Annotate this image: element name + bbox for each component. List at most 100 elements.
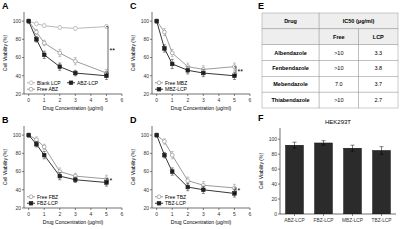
table-text: Mebendazole: [273, 81, 308, 87]
data-point: [163, 153, 167, 157]
panel-label: D: [130, 115, 137, 125]
error-bar: [27, 19, 30, 23]
data-point: [202, 71, 206, 75]
data-point: [170, 153, 174, 157]
y-axis-label: Cell Viability (%): [258, 153, 264, 190]
data-point: [42, 145, 46, 149]
data-point: [42, 53, 46, 57]
x-tick-label: 1: [171, 211, 174, 217]
x-tick-label: 3: [74, 211, 77, 217]
annotation: *: [238, 187, 241, 194]
error-bar: [27, 133, 30, 137]
table-text: 3.7: [374, 81, 382, 87]
error-bar: [171, 59, 174, 68]
x-axis: [24, 94, 122, 95]
x-axis: [152, 94, 250, 95]
error-bar: [322, 141, 326, 145]
error-bar: [58, 49, 61, 56]
y-tick-label: 60: [143, 168, 149, 174]
error-bar: [186, 67, 189, 74]
legend-label: Blank LCP: [37, 80, 61, 86]
error-bar: [27, 19, 30, 23]
error-bar: [163, 139, 166, 144]
legend-marker: [69, 81, 73, 85]
x-tick-label: 6: [121, 97, 124, 103]
significance-bracket: [234, 67, 236, 76]
table-text: >10: [334, 97, 343, 103]
data-point: [35, 22, 39, 26]
table-cell: [319, 13, 398, 29]
table-text: >10: [334, 65, 343, 71]
table-text: Albendazole: [274, 50, 306, 56]
y-tick-label: 20: [143, 91, 149, 97]
y-tick: [22, 135, 24, 136]
legend-marker: [29, 87, 33, 91]
x-tick-label: 0: [27, 97, 30, 103]
legend-label: ABZ-LCP: [77, 80, 99, 86]
data-point: [35, 30, 39, 34]
y-tick-label: 40: [271, 181, 277, 187]
table-text: Drug: [284, 18, 297, 24]
y-axis-label: Cell Viability (%): [130, 35, 136, 72]
table-cell: [319, 45, 358, 61]
significance-bracket: [106, 27, 108, 74]
legend-marker: [157, 195, 161, 199]
data-point: [155, 133, 159, 137]
table-text: 2.7: [374, 97, 382, 103]
table-text: >10: [334, 50, 343, 56]
annotation: **: [238, 68, 244, 75]
x-tick-label: 4: [89, 211, 92, 217]
y-tick-label: 20: [15, 91, 21, 97]
table-cell: [262, 29, 319, 45]
legend-marker: [157, 87, 161, 91]
error-bar: [43, 144, 46, 149]
plot-area: [286, 141, 391, 214]
x-tick: [381, 214, 382, 216]
error-bar: [43, 24, 46, 28]
y-tick: [278, 199, 280, 200]
table-cell: [359, 61, 398, 77]
y-tick: [22, 189, 24, 190]
data-point: [155, 133, 159, 137]
y-axis: [152, 12, 153, 94]
data-point: [58, 51, 62, 55]
x-axis: [152, 208, 250, 209]
y-axis-label: Cell Viability (%): [130, 149, 136, 186]
y-tick: [22, 94, 24, 95]
legend-marker: [29, 81, 33, 85]
error-bar: [155, 133, 158, 137]
legend: Free MBZMBZ-LCP: [155, 80, 188, 93]
data-point: [42, 24, 46, 28]
data-point: [58, 65, 62, 69]
data-point: [27, 19, 31, 23]
y-tick: [150, 135, 152, 136]
table-cell: [319, 76, 358, 92]
error-bar: [202, 186, 205, 193]
y-tick: [150, 57, 152, 58]
legend-marker: [29, 201, 33, 205]
y-tick-label: 80: [15, 36, 21, 42]
y-axis: [24, 126, 25, 208]
table-cell: [319, 92, 358, 108]
x-tick-label: 5: [105, 97, 108, 103]
table-cell: [319, 61, 358, 77]
data-point: [186, 185, 190, 189]
legend-label: Free TBZ: [165, 194, 186, 200]
legend-label: MBZ-LCP: [165, 86, 188, 92]
y-tick: [150, 21, 152, 22]
error-bar: [105, 72, 108, 79]
y-tick-label: 100: [141, 132, 150, 138]
y-tick-label: 60: [15, 168, 21, 174]
table-text: LCP: [373, 34, 384, 40]
y-tick-label: 60: [15, 54, 21, 60]
legend-marker: [157, 81, 161, 85]
series-line: [29, 21, 107, 76]
y-axis: [280, 128, 281, 214]
legend: Free FBZFBZ-LCP: [27, 194, 59, 207]
error-bar: [105, 179, 108, 186]
table-text: 7.0: [335, 81, 343, 87]
error-bar: [74, 177, 77, 182]
x-tick-label: 4: [89, 97, 92, 103]
x-axis-label: Drug Concentration (μg/ml): [43, 219, 104, 225]
data-point: [170, 62, 174, 66]
